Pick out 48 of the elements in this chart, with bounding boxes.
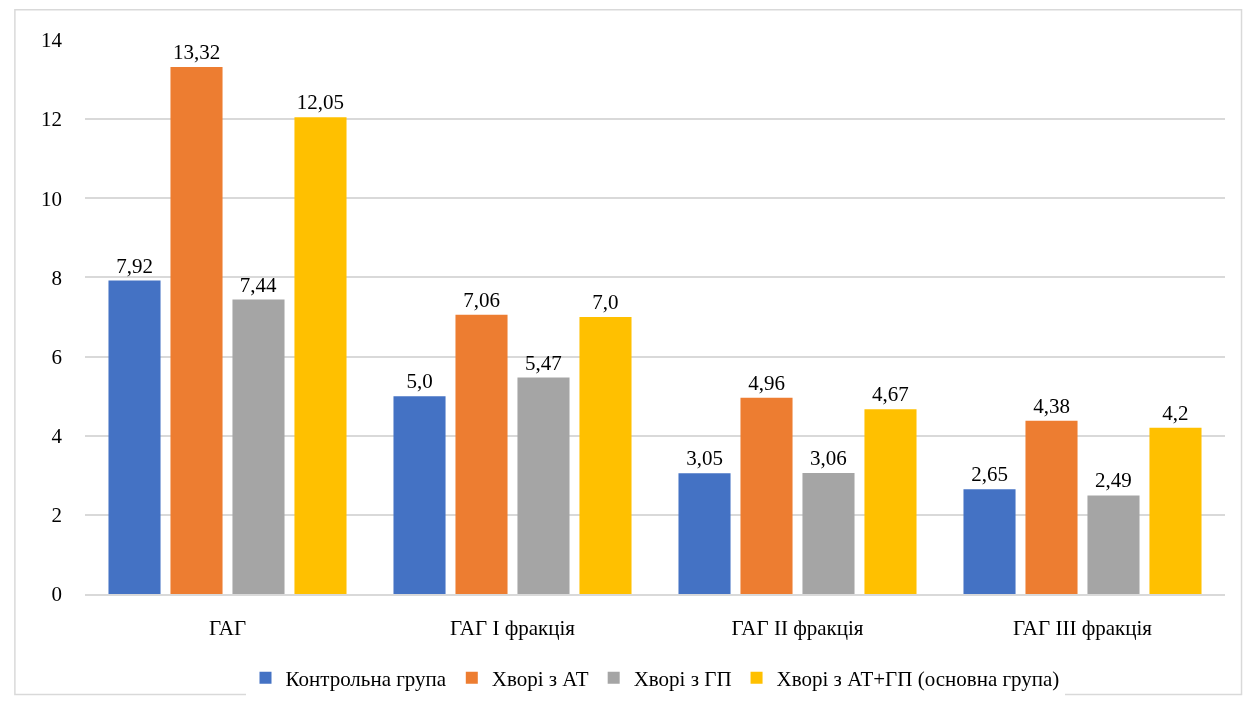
bar (232, 299, 285, 594)
data-label: 3,06 (810, 445, 847, 470)
data-label: 4,96 (748, 370, 785, 395)
legend-label: Хворі з ГП (633, 667, 732, 692)
data-label: 13,32 (172, 39, 221, 64)
data-label: 12,05 (296, 90, 345, 115)
data-label: 5,0 (406, 369, 433, 394)
data-label: 3,05 (686, 446, 723, 471)
data-label: 4,38 (1033, 393, 1070, 418)
data-label: 4,2 (1162, 400, 1189, 425)
legend-label: Контрольна група (285, 667, 447, 692)
y-tick-label: 8 (51, 265, 62, 290)
x-tick-label: ГАГ III фракція (1012, 615, 1153, 640)
data-label: 2,65 (971, 462, 1008, 487)
bar (740, 397, 793, 594)
data-label: 7,06 (463, 287, 500, 312)
bar (393, 396, 446, 594)
legend-label: Хворі з АТ+ГП (основна група) (776, 667, 1060, 692)
bar (294, 117, 347, 594)
bar (108, 280, 161, 594)
x-tick-label: ГАГ (208, 615, 247, 640)
bar (579, 317, 632, 594)
y-tick-label: 4 (51, 424, 63, 449)
data-label: 7,44 (239, 272, 278, 297)
data-label: 4,67 (872, 382, 909, 407)
bar (170, 66, 223, 594)
x-tick-label: ГАГ II фракція (731, 615, 864, 640)
bar (455, 314, 508, 594)
y-tick-label: 14 (41, 28, 63, 53)
bar (864, 409, 917, 594)
data-label: 7,0 (592, 290, 619, 314)
y-tick-label: 0 (51, 582, 62, 607)
bar (1087, 495, 1140, 594)
bar (517, 377, 570, 594)
y-tick-label: 10 (41, 186, 62, 211)
bar (963, 489, 1016, 594)
x-tick-label: ГАГ I фракція (449, 615, 576, 640)
bar (1149, 427, 1202, 594)
legend-label: Хворі з АТ (491, 667, 589, 692)
y-tick-label: 12 (41, 107, 62, 132)
y-tick-label: 2 (51, 503, 62, 528)
data-label: 7,92 (116, 253, 153, 278)
data-label: 5,47 (525, 350, 562, 375)
bar (678, 473, 731, 594)
bar (802, 472, 855, 594)
y-tick-label: 6 (51, 344, 62, 369)
data-label: 2,49 (1095, 468, 1132, 493)
bar (1025, 420, 1078, 594)
